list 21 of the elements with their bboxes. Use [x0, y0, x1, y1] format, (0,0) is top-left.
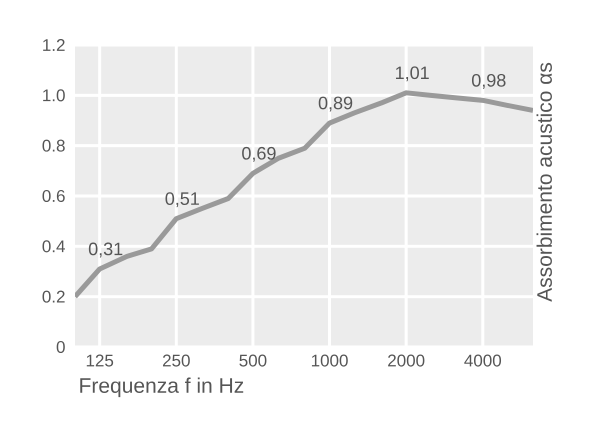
y-axis-title: Assorbimento acustico αs: [536, 62, 552, 302]
y-tick-label: 0.4: [42, 240, 65, 252]
y-tick-label: 1.2: [43, 39, 65, 51]
x-axis-title: Frequenza f in Hz: [80, 378, 244, 398]
data-label: 0,98: [472, 74, 506, 89]
x-tick-label: 250: [162, 354, 190, 367]
x-tick-label: 500: [239, 354, 266, 367]
x-tick-label: 125: [86, 354, 114, 367]
data-label: 0,69: [242, 146, 276, 162]
data-label: 0,89: [318, 96, 352, 112]
y-tick-label: 0: [56, 340, 65, 354]
y-tick-label: 1.0: [43, 89, 65, 102]
x-tick-label: 1000: [312, 354, 348, 367]
x-tick-label: 4000: [464, 354, 502, 367]
data-label: 0,31: [88, 242, 122, 258]
y-tick-label: 0.6: [42, 190, 65, 202]
data-label: 0,51: [165, 192, 199, 208]
y-tick-label: 0.8: [42, 140, 65, 152]
x-tick-label: 2000: [388, 354, 424, 367]
y-tick-label: 0.2: [42, 290, 65, 303]
data-label: 1,01: [396, 66, 429, 82]
